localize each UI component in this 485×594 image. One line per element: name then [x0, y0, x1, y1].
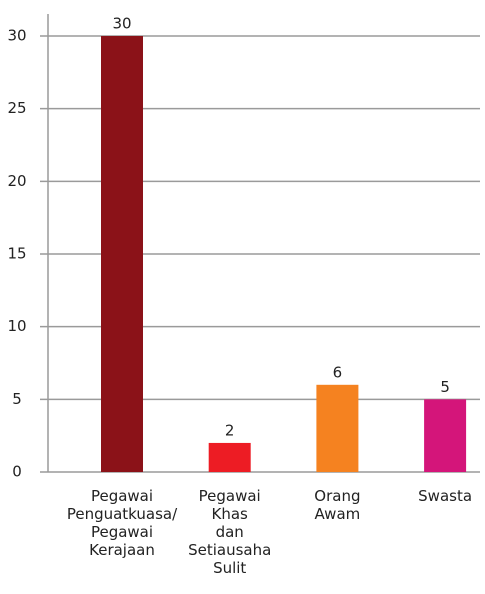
- x-tick-label: Orang Awam: [314, 487, 360, 523]
- y-tick-label: 30: [7, 27, 26, 45]
- bar: [424, 399, 467, 472]
- bar: [101, 36, 143, 472]
- value-label: 30: [112, 15, 131, 33]
- x-tick-label: Pegawai Penguatkuasa/Pegawai Kerajaan: [67, 487, 178, 559]
- y-tick-label: 0: [12, 463, 22, 481]
- x-tick-label: Pegawai Khas dan Setiausaha Sulit: [188, 487, 271, 577]
- value-label: 2: [225, 421, 235, 439]
- y-tick-label: 15: [7, 245, 26, 263]
- bar: [208, 442, 251, 472]
- y-tick-label: 5: [12, 390, 22, 408]
- y-tick-label: 25: [7, 99, 26, 117]
- x-tick-label: Swasta: [418, 487, 472, 505]
- value-label: 5: [440, 378, 450, 396]
- y-tick-label: 20: [7, 172, 26, 190]
- value-label: 6: [333, 363, 343, 381]
- y-tick-label: 10: [7, 317, 26, 335]
- bar: [316, 384, 359, 472]
